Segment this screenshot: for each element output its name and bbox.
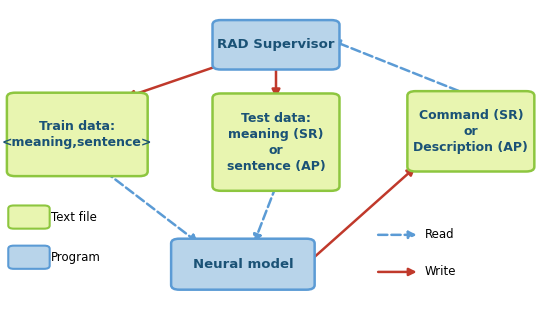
Text: Neural model: Neural model xyxy=(193,258,293,271)
Text: RAD Supervisor: RAD Supervisor xyxy=(217,38,335,51)
FancyBboxPatch shape xyxy=(7,93,148,176)
Text: Test data:
meaning (SR)
or
sentence (AP): Test data: meaning (SR) or sentence (AP) xyxy=(227,112,325,173)
Text: Program: Program xyxy=(51,251,100,264)
Text: Text file: Text file xyxy=(51,211,97,224)
FancyBboxPatch shape xyxy=(407,91,534,171)
FancyBboxPatch shape xyxy=(8,205,50,229)
Text: Read: Read xyxy=(425,228,455,241)
FancyBboxPatch shape xyxy=(213,20,339,70)
FancyBboxPatch shape xyxy=(213,93,339,191)
FancyBboxPatch shape xyxy=(8,246,50,269)
Text: Write: Write xyxy=(425,265,457,278)
Text: Command (SR)
or
Description (AP): Command (SR) or Description (AP) xyxy=(413,109,528,154)
Text: Train data:
<meaning,sentence>: Train data: <meaning,sentence> xyxy=(2,120,152,149)
FancyBboxPatch shape xyxy=(171,239,315,290)
